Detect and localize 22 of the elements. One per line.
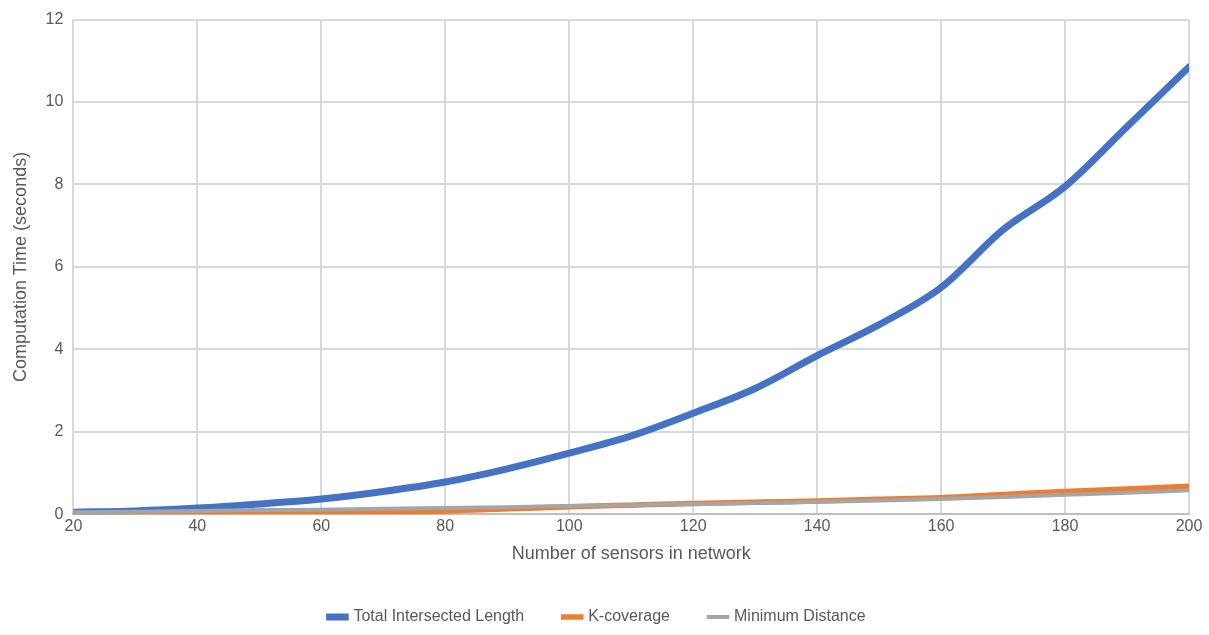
y-axis-title: Computation Time (seconds) bbox=[9, 151, 30, 382]
x-tick-label: 200 bbox=[1175, 517, 1203, 535]
y-tick-label: 4 bbox=[54, 339, 64, 357]
x-tick-label: 60 bbox=[312, 517, 331, 535]
legend-label: Minimum Distance bbox=[734, 607, 866, 625]
y-tick-label: 10 bbox=[45, 92, 64, 110]
x-tick-label: 120 bbox=[679, 517, 707, 535]
x-tick-label: 40 bbox=[188, 517, 207, 535]
x-tick-label: 180 bbox=[1051, 517, 1079, 535]
x-tick-label: 100 bbox=[555, 517, 583, 535]
x-tick-label: 20 bbox=[64, 517, 83, 535]
legend-label: Total Intersected Length bbox=[353, 607, 525, 625]
x-tick-label: 160 bbox=[927, 517, 955, 535]
x-tick-label: 140 bbox=[803, 517, 831, 535]
x-axis-title: Number of sensors in network bbox=[511, 543, 752, 564]
y-tick-label: 6 bbox=[54, 257, 64, 275]
x-tick-label: 80 bbox=[436, 517, 455, 535]
y-tick-label: 2 bbox=[54, 422, 64, 440]
legend-label: K-coverage bbox=[588, 607, 671, 625]
y-tick-label: 8 bbox=[54, 174, 64, 192]
y-tick-label: 0 bbox=[54, 504, 64, 522]
y-tick-label: 12 bbox=[45, 10, 64, 28]
